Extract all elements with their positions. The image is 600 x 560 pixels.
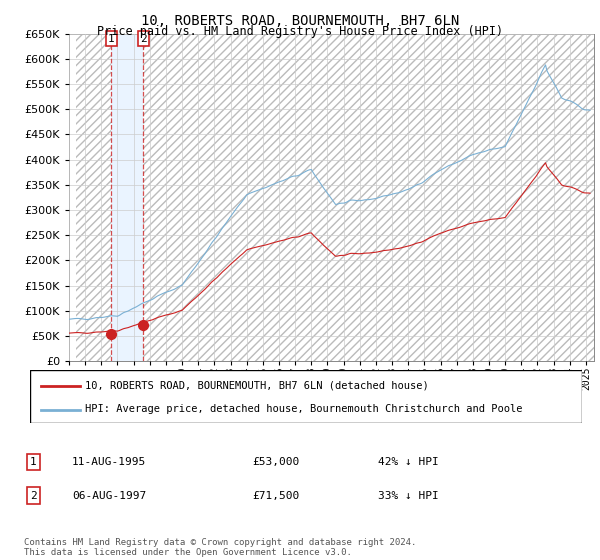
Text: HPI: Average price, detached house, Bournemouth Christchurch and Poole: HPI: Average price, detached house, Bour… <box>85 404 523 414</box>
Text: 42% ↓ HPI: 42% ↓ HPI <box>378 457 439 467</box>
Text: £53,000: £53,000 <box>252 457 299 467</box>
FancyBboxPatch shape <box>30 370 582 423</box>
Text: 1: 1 <box>30 457 37 467</box>
Text: 33% ↓ HPI: 33% ↓ HPI <box>378 491 439 501</box>
Bar <box>76 34 111 361</box>
Text: 2: 2 <box>140 34 146 44</box>
Text: 2: 2 <box>30 491 37 501</box>
Text: 10, ROBERTS ROAD, BOURNEMOUTH, BH7 6LN (detached house): 10, ROBERTS ROAD, BOURNEMOUTH, BH7 6LN (… <box>85 381 429 390</box>
Text: 1: 1 <box>108 34 115 44</box>
Text: Contains HM Land Registry data © Crown copyright and database right 2024.
This d: Contains HM Land Registry data © Crown c… <box>24 538 416 557</box>
Text: £71,500: £71,500 <box>252 491 299 501</box>
Text: Price paid vs. HM Land Registry's House Price Index (HPI): Price paid vs. HM Land Registry's House … <box>97 25 503 38</box>
Bar <box>111 34 143 361</box>
Text: 11-AUG-1995: 11-AUG-1995 <box>72 457 146 467</box>
Text: 06-AUG-1997: 06-AUG-1997 <box>72 491 146 501</box>
Bar <box>143 34 594 361</box>
Text: 10, ROBERTS ROAD, BOURNEMOUTH, BH7 6LN: 10, ROBERTS ROAD, BOURNEMOUTH, BH7 6LN <box>141 14 459 28</box>
